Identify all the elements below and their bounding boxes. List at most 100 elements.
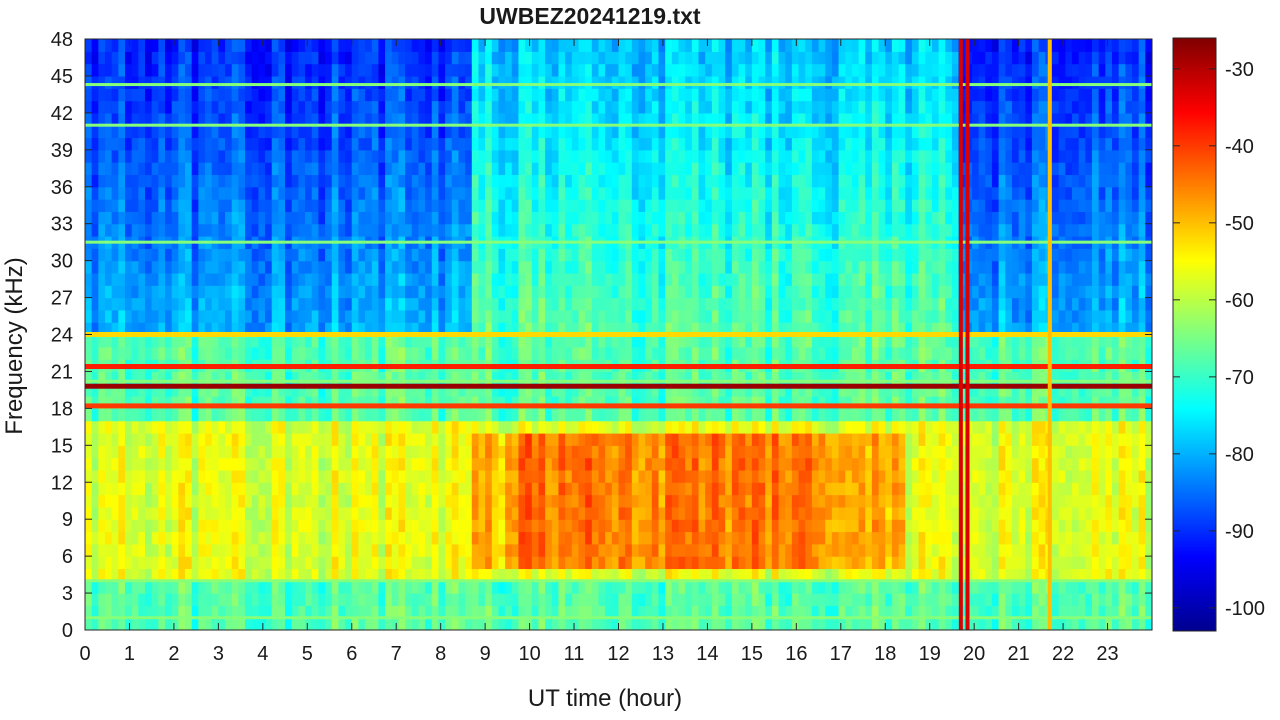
heatmap-cell [198, 88, 205, 101]
heatmap-cell [112, 261, 119, 274]
heatmap-cell [205, 618, 212, 631]
heatmap-cell [298, 581, 305, 594]
heatmap-cell [679, 150, 686, 163]
heatmap-cell [358, 101, 365, 114]
heatmap-cell [245, 88, 252, 101]
heatmap-cell [752, 76, 759, 89]
heatmap-cell [205, 347, 212, 360]
heatmap-cell [245, 310, 252, 323]
heatmap-cell [218, 593, 225, 606]
heatmap-cell [338, 187, 345, 200]
heatmap-cell [198, 347, 205, 360]
heatmap-cell [285, 211, 292, 224]
heatmap-cell [505, 445, 512, 458]
heatmap-cell [252, 174, 259, 187]
heatmap-cell [692, 162, 699, 175]
heatmap-cell [578, 199, 585, 212]
heatmap-cell [772, 445, 779, 458]
heatmap-cell [258, 482, 265, 495]
heatmap-cell [639, 199, 646, 212]
heatmap-cell [532, 519, 539, 532]
heatmap-cell [692, 421, 699, 434]
heatmap-cell [165, 445, 172, 458]
heatmap-cell [305, 544, 312, 557]
heatmap-cell [679, 88, 686, 101]
heatmap-cell [418, 64, 425, 77]
heatmap-cell [378, 581, 385, 594]
heatmap-cell [525, 211, 532, 224]
heatmap-cell [512, 88, 519, 101]
heatmap-cell [412, 482, 419, 495]
heatmap-cell [645, 495, 652, 508]
heatmap-cell [692, 199, 699, 212]
heatmap-cell [732, 101, 739, 114]
heatmap-cell [598, 433, 605, 446]
heatmap-cell [739, 433, 746, 446]
heatmap-cell [639, 273, 646, 286]
heatmap-cell [112, 556, 119, 569]
heatmap-cell [552, 532, 559, 545]
heatmap-cell [258, 76, 265, 89]
heatmap-cell [365, 544, 372, 557]
heatmap-cell [418, 248, 425, 261]
heatmap-cell [118, 76, 125, 89]
heatmap-cell [425, 556, 432, 569]
heatmap-cell [512, 519, 519, 532]
heatmap-cell [205, 273, 212, 286]
heatmap-cell [485, 150, 492, 163]
heatmap-cell [625, 261, 632, 274]
heatmap-cell [218, 51, 225, 64]
heatmap-cell [538, 458, 545, 471]
heatmap-cell [639, 101, 646, 114]
heatmap-cell [178, 138, 185, 151]
heatmap-cell [485, 408, 492, 421]
heatmap-cell [112, 445, 119, 458]
heatmap-cell [532, 556, 539, 569]
heatmap-cell [158, 285, 165, 298]
heatmap-cell [258, 199, 265, 212]
heatmap-cell [412, 248, 419, 261]
heatmap-cell [172, 138, 179, 151]
heatmap-cell [132, 433, 139, 446]
heatmap-cell [392, 593, 399, 606]
heatmap-cell [619, 347, 626, 360]
heatmap-cell [398, 138, 405, 151]
heatmap-cell [412, 310, 419, 323]
heatmap-cell [352, 310, 359, 323]
heatmap-cell [478, 593, 485, 606]
heatmap-cell [372, 593, 379, 606]
heatmap-cell [552, 199, 559, 212]
heatmap-cell [92, 618, 99, 631]
heatmap-cell [445, 470, 452, 483]
heatmap-cell [545, 248, 552, 261]
heatmap-cell [679, 39, 686, 52]
heatmap-cell [612, 519, 619, 532]
heatmap-cell [712, 618, 719, 631]
heatmap-cell [585, 408, 592, 421]
heatmap-cell [538, 556, 545, 569]
heatmap-cell [232, 285, 239, 298]
heatmap-cell [358, 532, 365, 545]
heatmap-cell [452, 39, 459, 52]
heatmap-cell [659, 51, 666, 64]
heatmap-cell [405, 261, 412, 274]
heatmap-cell [625, 482, 632, 495]
heatmap-cell [672, 507, 679, 520]
heatmap-cell [278, 482, 285, 495]
heatmap-cell [612, 495, 619, 508]
heatmap-cell [132, 187, 139, 200]
heatmap-cell [392, 421, 399, 434]
heatmap-cell [632, 51, 639, 64]
heatmap-cell [585, 211, 592, 224]
heatmap-cell [538, 174, 545, 187]
heatmap-cell [665, 138, 672, 151]
heatmap-cell [432, 532, 439, 545]
heatmap-cell [512, 187, 519, 200]
heatmap-cell [172, 261, 179, 274]
heatmap-cell [298, 285, 305, 298]
heatmap-cell [725, 285, 732, 298]
heatmap-cell [505, 39, 512, 52]
heatmap-cell [232, 199, 239, 212]
heatmap-cell [158, 199, 165, 212]
heatmap-cell [672, 433, 679, 446]
